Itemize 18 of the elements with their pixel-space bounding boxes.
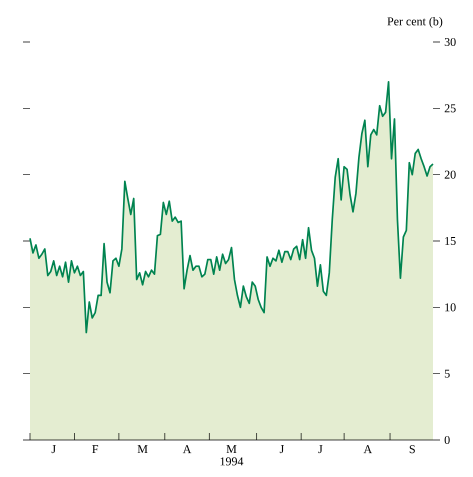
x-tick-label: M [226,445,236,454]
y-tick-label: 15 [445,236,456,245]
y-tick-label: 0 [444,436,450,444]
y-tick-label: 25 [444,104,456,112]
y-tick-label: 20 [444,170,456,179]
y-tick-label: 30 [444,38,456,46]
x-tick-label: A [182,445,192,454]
x-tick-label: M [138,445,148,454]
x-tick-label: A [364,445,372,454]
x-tick-label: J [52,445,56,454]
y-tick-label: 10 [445,303,456,312]
x-tick-label: J [318,445,322,454]
x-tick-label: F [92,445,98,454]
y-tick-label: 5 [444,370,450,378]
x-tick-label: J [280,445,284,454]
x-axis-title: 1994 [220,457,244,466]
x-tick-label: S [410,445,415,454]
y-axis-title: Per cent (b) [387,16,442,28]
